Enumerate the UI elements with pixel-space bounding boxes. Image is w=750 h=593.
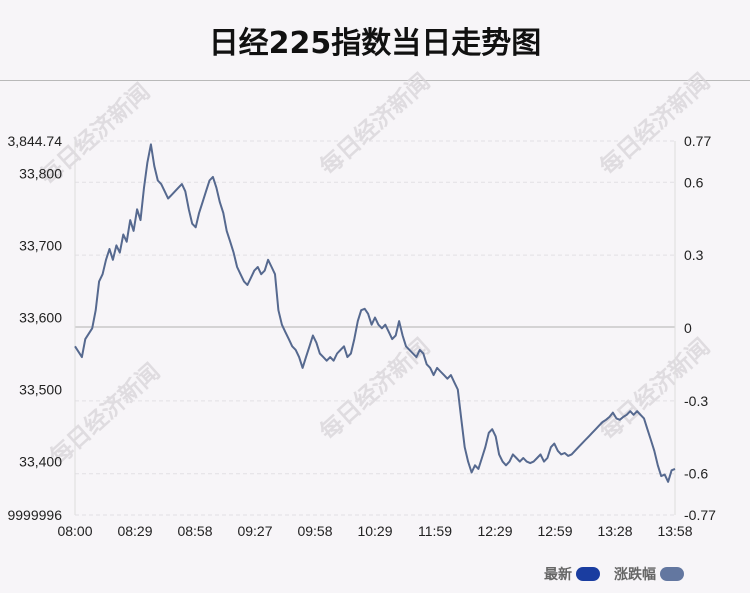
y-left-bottom-label: 9999996 [7,507,62,523]
y-right-tick-label: 0 [684,320,692,336]
y-right-tick-label: 0.6 [684,174,704,190]
legend-label-latest: 最新 [544,567,572,583]
y-left-top-label: 3,844.74 [8,133,63,149]
x-tick-label: 09:58 [297,523,332,539]
y-axis-right-labels: 0.77 0.6 0.3 0 -0.3 -0.6 -0.77 [684,133,716,523]
watermark-text: 每日经济新闻 [595,68,716,180]
legend-swatch-latest [576,567,600,581]
y-left-tick-label: 33,700 [19,237,62,253]
y-right-tick-label: -0.6 [684,466,708,482]
y-axis-left-labels: 3,844.74 33,800 33,700 33,600 33,500 33,400 99… [7,133,62,523]
x-tick-label: 11:59 [418,523,452,539]
x-tick-label: 10:29 [357,523,392,539]
y-left-tick-label: 33,400 [19,454,62,470]
legend-item-change: 涨跌幅 [614,564,684,584]
x-tick-label: 08:29 [117,523,152,539]
watermark-text: 每日经济新闻 [315,68,436,180]
x-tick-label: 13:28 [597,523,632,539]
watermark-text: 每日经济新闻 [45,358,166,470]
y-right-tick-label: -0.77 [684,507,716,523]
y-left-tick-label: 33,500 [19,382,62,398]
legend: 最新 涨跌幅 [530,564,684,584]
legend-item-latest: 最新 [544,564,600,584]
grid-lines [75,140,675,516]
title-divider [0,80,750,81]
legend-swatch-change [660,567,684,581]
series-line [74,143,676,483]
y-left-tick-label: 33,600 [19,309,62,325]
x-axis-labels: 08:00 08:29 08:58 09:27 09:58 10:29 11:59 12:29… [57,523,692,539]
x-tick-label: 08:00 [57,523,92,539]
watermark-text: 每日经济新闻 [595,333,716,445]
x-tick-label: 12:29 [477,523,512,539]
x-tick-label: 13:58 [657,523,692,539]
y-right-tick-label: -0.3 [684,393,708,409]
chart-title: 日经225指数当日走势图 [208,26,542,61]
x-tick-label: 09:27 [237,523,272,539]
legend-label-change: 涨跌幅 [614,567,656,583]
y-right-tick-label: 0.77 [684,133,711,149]
y-right-tick-label: 0.3 [684,247,704,263]
watermark-text: 每日经济新闻 [315,333,436,445]
x-tick-label: 12:59 [537,523,572,539]
y-left-tick-label: 33,800 [19,165,62,181]
x-tick-label: 08:58 [177,523,212,539]
